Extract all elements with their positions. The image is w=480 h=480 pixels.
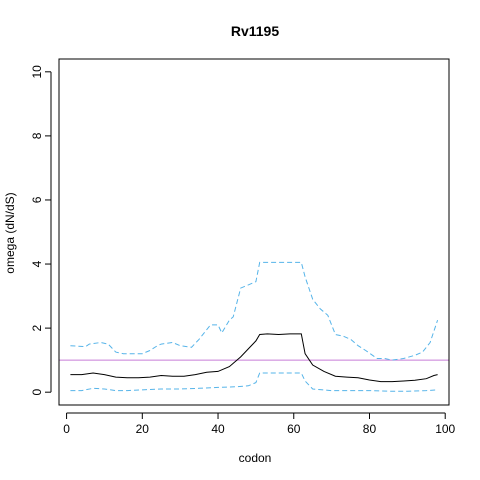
y-tick-label-0: 0 <box>30 389 44 396</box>
y-tick-label-10: 10 <box>30 65 44 79</box>
x-tick-label-40: 40 <box>211 422 225 436</box>
x-tick-label-0: 0 <box>63 422 70 436</box>
y-tick-label-6: 6 <box>30 196 44 203</box>
y-tick-label-8: 8 <box>30 132 44 139</box>
y-axis-label: omega (dN/dS) <box>3 192 17 273</box>
x-tick-label-100: 100 <box>435 422 455 436</box>
x-axis-label: codon <box>239 451 272 465</box>
plot-layer <box>59 261 449 392</box>
series-line-1 <box>70 333 438 383</box>
x-tick-label-60: 60 <box>287 422 301 436</box>
y-tick-label-2: 2 <box>30 324 44 331</box>
x-tick-label-80: 80 <box>363 422 377 436</box>
y-tick-label-4: 4 <box>30 260 44 267</box>
ticks-layer: 0 20 40 60 80 100 0 2 4 6 8 10 <box>30 65 456 436</box>
series-line-3 <box>70 372 438 392</box>
series-line-2 <box>70 261 439 361</box>
plot-frame <box>58 58 450 406</box>
x-tick-label-20: 20 <box>136 422 150 436</box>
chart-title: Rv1195 <box>231 23 279 39</box>
